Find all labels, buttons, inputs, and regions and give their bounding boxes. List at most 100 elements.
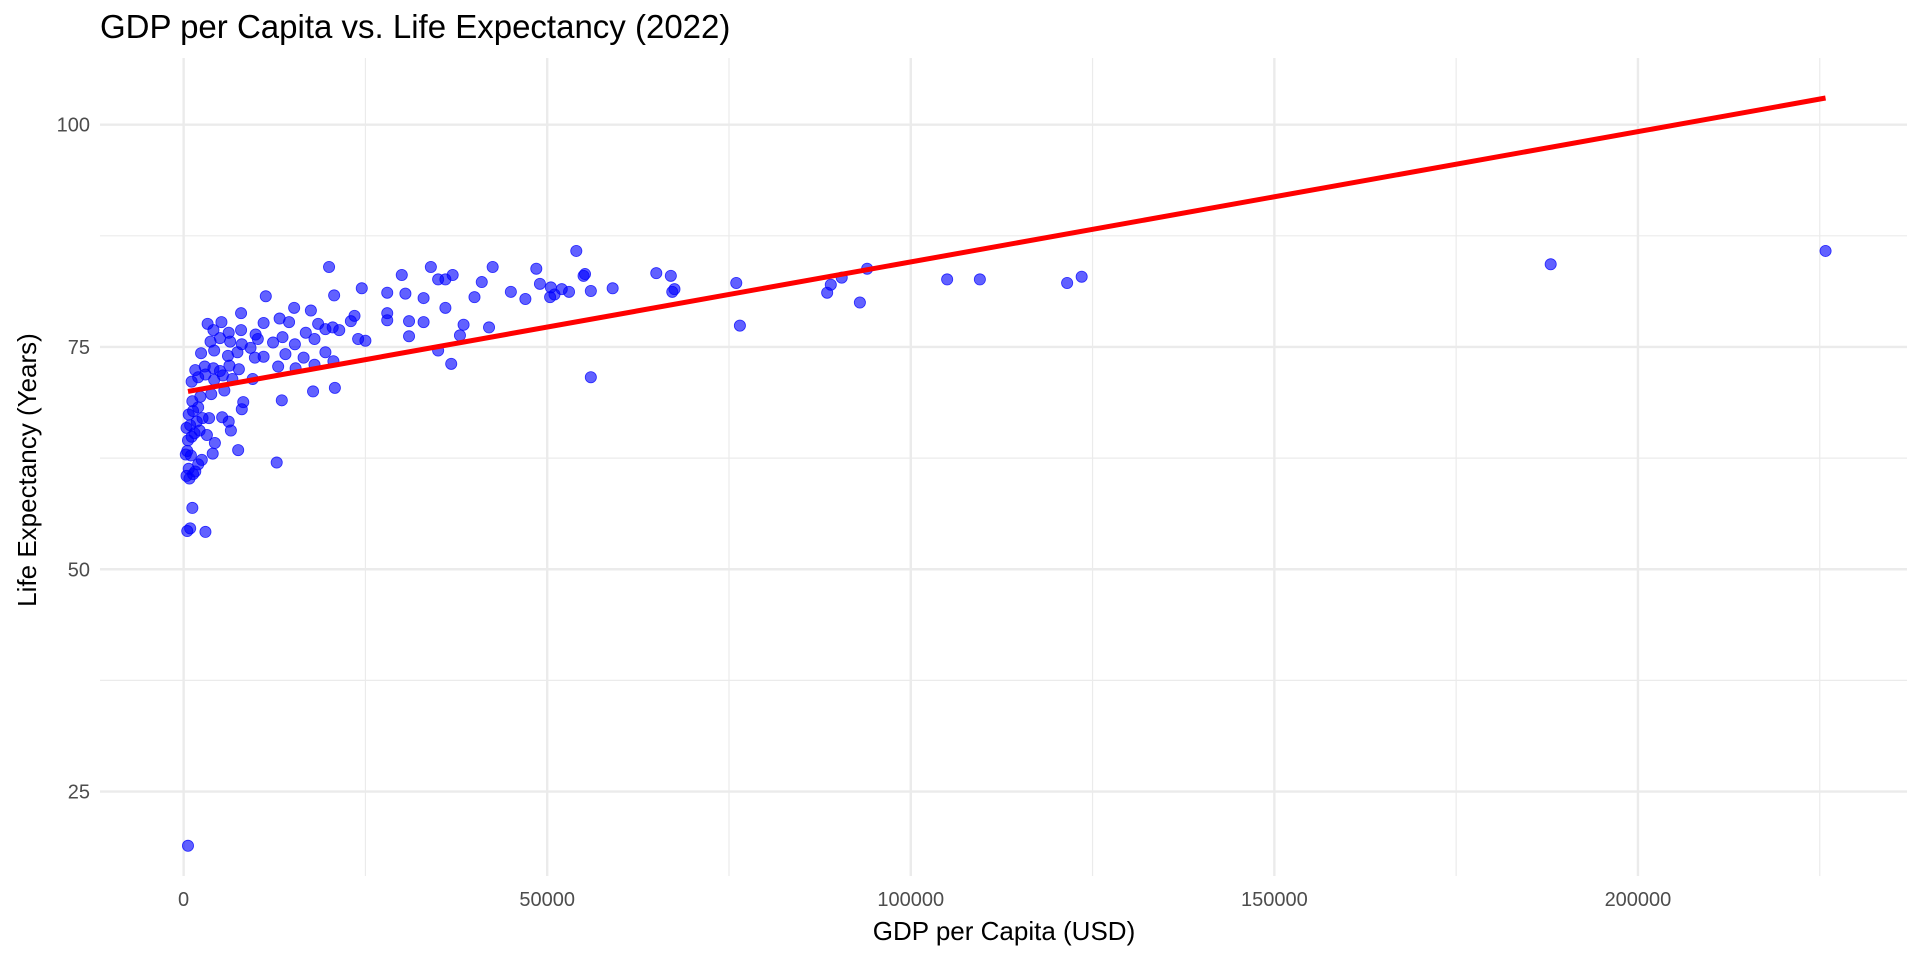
- y-tick-label: 25: [68, 782, 90, 804]
- ticks-layer: 0 50000 100000 150000 200000 25 50 75 100: [57, 115, 1672, 911]
- data-point: [399, 287, 412, 300]
- data-point: [248, 351, 261, 364]
- data-point: [504, 285, 517, 298]
- data-point: [222, 326, 235, 339]
- data-point: [417, 316, 430, 329]
- grid-layer: [100, 58, 1907, 876]
- data-point: [276, 331, 289, 344]
- data-point: [1061, 276, 1074, 289]
- data-point: [275, 394, 288, 407]
- data-point: [519, 292, 532, 305]
- data-point: [468, 291, 481, 304]
- data-point: [355, 282, 368, 295]
- data-point: [272, 360, 285, 373]
- data-point: [307, 385, 320, 398]
- data-point: [199, 525, 212, 538]
- data-point: [194, 390, 207, 403]
- data-point: [1544, 258, 1557, 271]
- x-tick-label: 100000: [877, 889, 944, 911]
- data-point: [235, 307, 248, 320]
- data-point: [417, 292, 430, 305]
- x-axis-title: GDP per Capita (USD): [873, 916, 1136, 946]
- data-point: [206, 447, 219, 460]
- x-tick-label: 0: [178, 889, 189, 911]
- data-point: [259, 290, 272, 303]
- data-point: [237, 396, 250, 409]
- data-point: [348, 309, 361, 322]
- data-point: [328, 381, 341, 394]
- data-point: [235, 324, 248, 337]
- trend-line: [187, 95, 1826, 394]
- data-point: [650, 267, 663, 280]
- data-point: [730, 276, 743, 289]
- data-point: [606, 282, 619, 295]
- data-point: [200, 428, 213, 441]
- data-point: [267, 336, 280, 349]
- data-point: [304, 304, 317, 317]
- data-point: [195, 347, 208, 360]
- data-point: [222, 415, 235, 428]
- data-point: [1075, 270, 1088, 283]
- data-point: [184, 522, 197, 535]
- data-point: [446, 268, 459, 281]
- data-point: [973, 273, 986, 286]
- data-point: [475, 276, 488, 289]
- data-point: [203, 412, 216, 425]
- data-point: [186, 501, 199, 514]
- x-tick-label: 150000: [1241, 889, 1308, 911]
- data-point: [288, 338, 301, 351]
- data-point: [555, 283, 568, 296]
- data-point: [533, 277, 546, 290]
- data-point: [1819, 244, 1832, 257]
- data-point: [232, 363, 245, 376]
- data-point: [319, 346, 332, 359]
- data-point: [235, 338, 248, 351]
- data-point: [403, 315, 416, 328]
- x-tick-label: 50000: [519, 889, 575, 911]
- chart-title: GDP per Capita vs. Life Expectancy (2022…: [100, 8, 731, 45]
- data-point: [270, 456, 283, 469]
- data-point: [359, 334, 372, 347]
- data-point: [403, 330, 416, 343]
- data-point: [297, 351, 310, 364]
- data-point: [941, 273, 954, 286]
- data-point: [457, 318, 470, 331]
- data-point: [733, 319, 746, 332]
- data-point: [824, 278, 837, 291]
- data-point: [308, 332, 321, 345]
- data-point: [453, 329, 466, 342]
- data-point: [232, 444, 245, 457]
- data-point: [279, 348, 292, 361]
- data-point: [381, 307, 394, 320]
- data-point: [273, 312, 286, 325]
- data-point: [439, 301, 452, 314]
- data-point: [486, 260, 499, 273]
- data-point: [544, 281, 557, 294]
- data-point: [395, 268, 408, 281]
- data-point: [328, 289, 341, 302]
- points-layer: [179, 244, 1832, 852]
- data-point: [249, 328, 262, 341]
- data-point: [201, 317, 214, 330]
- data-point: [668, 283, 681, 296]
- data-point: [579, 268, 592, 281]
- data-point: [445, 357, 458, 370]
- data-point: [257, 316, 270, 329]
- data-point: [483, 321, 496, 334]
- data-point: [184, 449, 197, 462]
- data-point: [424, 260, 437, 273]
- x-tick-label: 200000: [1605, 889, 1672, 911]
- data-point: [299, 326, 312, 339]
- data-point: [664, 269, 677, 282]
- data-point: [853, 296, 866, 309]
- data-point: [213, 364, 226, 377]
- data-point: [584, 371, 597, 384]
- y-tick-label: 75: [68, 337, 90, 359]
- data-point: [288, 301, 301, 314]
- data-point: [323, 260, 336, 273]
- data-point: [215, 316, 228, 329]
- data-point: [195, 453, 208, 466]
- data-point: [181, 839, 194, 852]
- data-point: [584, 284, 597, 297]
